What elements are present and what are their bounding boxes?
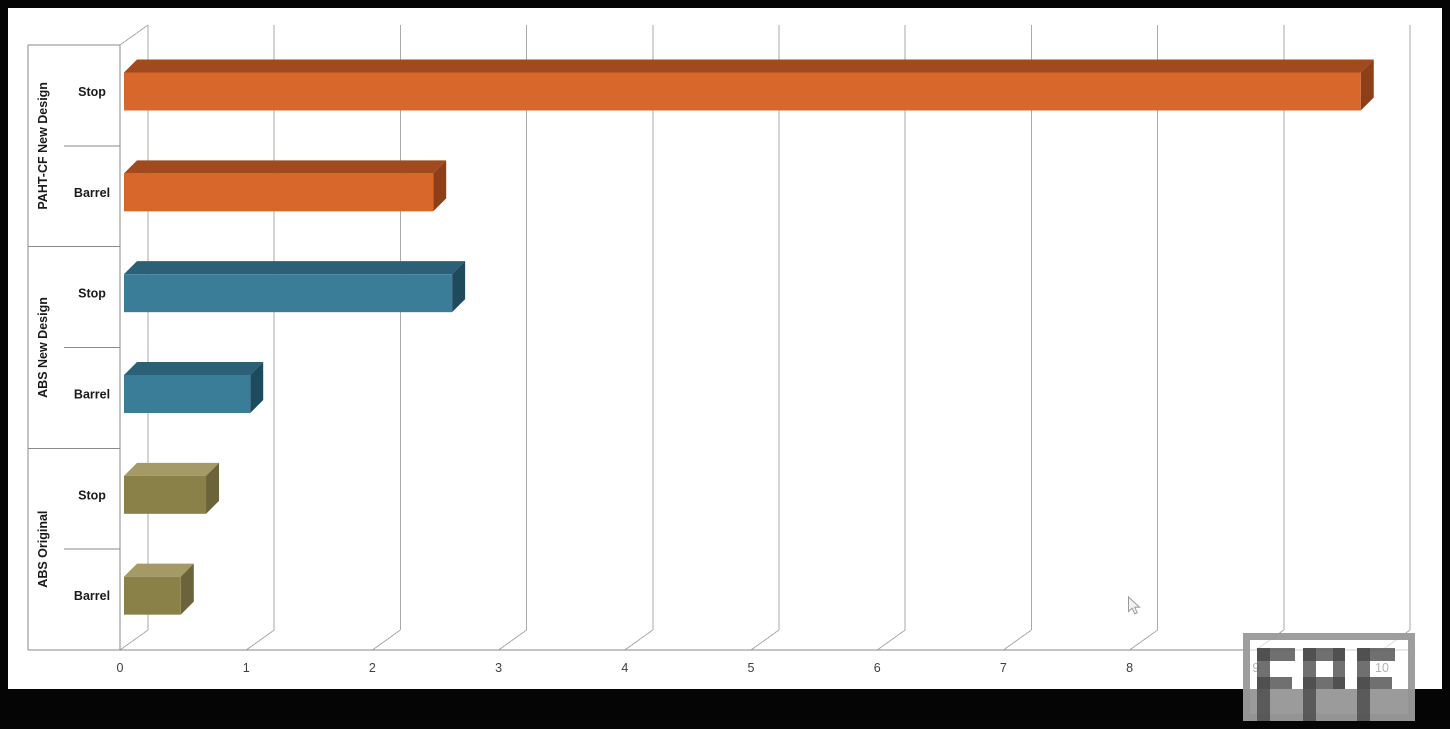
bar-top-abs-new-design-stop	[124, 261, 466, 275]
bar-paht-cf-new-design-barrel[interactable]	[124, 173, 434, 212]
gridline-foot-x-3	[498, 629, 527, 651]
category-label-abs-original-stop: Stop	[78, 488, 106, 502]
bar-abs-original-barrel[interactable]	[124, 576, 181, 615]
bar-abs-new-design-barrel[interactable]	[124, 375, 251, 413]
bar-top-paht-cf-new-design-barrel	[124, 160, 447, 174]
logo-letter-stroke	[1357, 677, 1392, 689]
bar-top-abs-original-barrel	[124, 563, 194, 577]
bar-side-paht-cf-new-design-stop	[1360, 59, 1374, 111]
category-label-abs-original-barrel: Barrel	[74, 589, 110, 603]
category-label-paht-cf-new-design-stop: Stop	[78, 85, 106, 99]
cursor-arrow-icon	[1128, 595, 1141, 615]
x-tick-label-3: 3	[495, 661, 502, 675]
bar-paht-cf-new-design-stop[interactable]	[124, 72, 1361, 111]
gridline-foot-x-8	[1129, 629, 1158, 651]
group-label-abs-new-design: ABS New Design	[36, 297, 50, 398]
x-tick-label-1: 1	[243, 661, 250, 675]
logo-letter-stroke	[1303, 677, 1345, 689]
bar-side-abs-original-barrel	[180, 563, 194, 615]
x-tick-label-2: 2	[369, 661, 376, 675]
bar-side-abs-original-stop	[206, 462, 220, 514]
bar-top-abs-new-design-barrel	[124, 362, 264, 375]
group-label-abs-original: ABS Original	[36, 511, 50, 588]
x-tick-label-7: 7	[1000, 661, 1007, 675]
category-label-abs-new-design-barrel: Barrel	[74, 388, 110, 402]
category-label-abs-new-design-stop: Stop	[78, 287, 106, 301]
x-tick-label-0: 0	[117, 661, 124, 675]
bar-side-paht-cf-new-design-barrel	[433, 160, 447, 212]
bar-top-paht-cf-new-design-stop	[124, 59, 1374, 73]
mouse-cursor	[1127, 595, 1143, 617]
logo-box-border	[1243, 633, 1415, 721]
group-label-paht-cf-new-design: PAHT-CF New Design	[36, 82, 50, 210]
x-tick-label-4: 4	[621, 661, 628, 675]
bar-abs-new-design-stop[interactable]	[124, 274, 453, 313]
bar-side-abs-new-design-barrel	[250, 362, 264, 413]
logo-letter-stroke	[1257, 648, 1295, 661]
bar-side-abs-new-design-stop	[452, 261, 466, 313]
gridline-foot-x-6	[876, 629, 906, 651]
plot-corner-diagonal	[119, 24, 149, 46]
x-tick-label-8: 8	[1126, 661, 1133, 675]
bar-abs-original-stop[interactable]	[124, 475, 207, 514]
x-tick-label-6: 6	[874, 661, 881, 675]
fpf-watermark-logo	[1243, 633, 1415, 721]
bar-top-abs-original-stop	[124, 462, 220, 476]
gridline-foot-x-5	[750, 629, 780, 651]
gridline-foot-x-0	[119, 629, 149, 651]
logo-letter-stroke	[1257, 677, 1292, 689]
gridline-foot-x-4	[624, 629, 654, 651]
category-label-paht-cf-new-design-barrel: Barrel	[74, 186, 110, 200]
x-tick-label-5: 5	[748, 661, 755, 675]
logo-letter-stroke	[1357, 648, 1395, 661]
gridline-foot-x-2	[372, 629, 401, 651]
gridline-foot-x-1	[245, 629, 275, 651]
fpf-logo-graphic	[1243, 633, 1415, 721]
chart-panel	[8, 8, 1442, 689]
gridline-foot-x-7	[1003, 629, 1032, 651]
